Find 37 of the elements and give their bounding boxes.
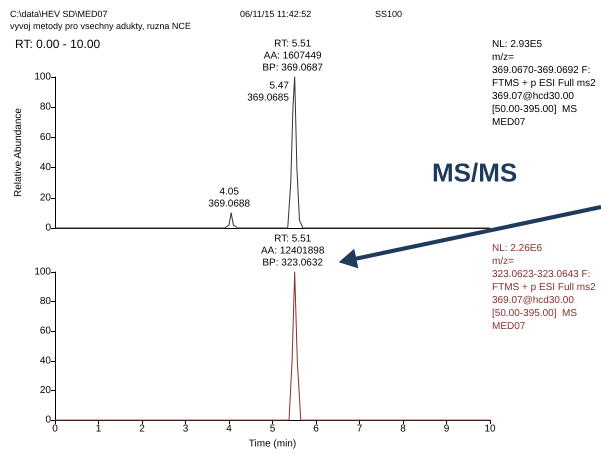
y-axis-title: Relative Abundance bbox=[12, 108, 24, 197]
text: C:\data\HEV SD\MED07 bbox=[10, 9, 108, 19]
x-tick-label: 0 bbox=[52, 424, 58, 435]
y-tick-label: 40 bbox=[40, 355, 52, 366]
y-tick-label: 80 bbox=[40, 102, 52, 113]
y-tick-label: 0 bbox=[45, 222, 52, 234]
x-tick-label: 2 bbox=[139, 424, 146, 435]
annotation: 4.05 369.0688 bbox=[208, 186, 250, 210]
y-tick-label: 60 bbox=[40, 326, 52, 337]
annotation: RT: 5.51 AA: 12401898 BP: 323.0632 bbox=[260, 234, 325, 268]
x-axis-title: Time (min) bbox=[248, 438, 296, 450]
y-tick-label: 0 bbox=[45, 414, 52, 426]
annotation: MS/MS bbox=[432, 158, 518, 188]
annotation: 5.47 369.0685 bbox=[247, 80, 290, 104]
x-tick-label: 8 bbox=[400, 424, 406, 435]
x-tick-label: 10 bbox=[484, 424, 496, 435]
chart-title: RT: 0.00 - 10.00 bbox=[15, 37, 100, 51]
text: 06/11/15 11:42:52 bbox=[240, 9, 312, 19]
x-tick-label: 4 bbox=[226, 424, 232, 435]
x-tick-label: 3 bbox=[182, 424, 189, 435]
y-tick-label: 20 bbox=[40, 384, 52, 396]
y-tick-label: 40 bbox=[40, 162, 52, 174]
y-tick-label: 60 bbox=[40, 132, 52, 143]
x-tick-label: 9 bbox=[444, 424, 450, 435]
x-tick-label: 1 bbox=[96, 424, 102, 435]
y-tick-label: 80 bbox=[40, 296, 52, 308]
x-tick-label: 6 bbox=[313, 424, 320, 435]
text: NL: 2.26E6 m/z= 323.0623-323.0643 F: FTMS + p ESI Full ms2 369.07@hcd30.00 [50.00-395.00] MS MED07 bbox=[492, 243, 596, 332]
x-tick-label: 7 bbox=[356, 424, 363, 435]
text: SS100 bbox=[375, 9, 402, 19]
text: NL: 2.93E5 m/z= 369.0670-369.0692 F: FTMS + p ESI Full ms2 369.07@hcd30.00 [50.00-395.00] MS MED07 bbox=[492, 39, 596, 128]
y-tick-label: 20 bbox=[40, 192, 52, 204]
text: vyvoj metody pro vsechny adukty, ruzna NCE bbox=[10, 21, 191, 31]
y-tick-label: 100 bbox=[34, 72, 52, 82]
x-tick-label: 5 bbox=[270, 424, 276, 435]
annotation: RT: 5.51 AA: 1607449 BP: 369.0687 bbox=[262, 38, 324, 74]
y-tick-label: 100 bbox=[34, 266, 52, 278]
